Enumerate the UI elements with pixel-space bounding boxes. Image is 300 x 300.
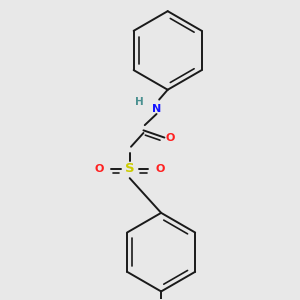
Text: H: H (135, 97, 144, 107)
Text: O: O (156, 164, 165, 174)
Text: N: N (152, 104, 161, 114)
Text: O: O (94, 164, 104, 174)
Text: O: O (166, 133, 175, 142)
Text: S: S (125, 163, 134, 176)
